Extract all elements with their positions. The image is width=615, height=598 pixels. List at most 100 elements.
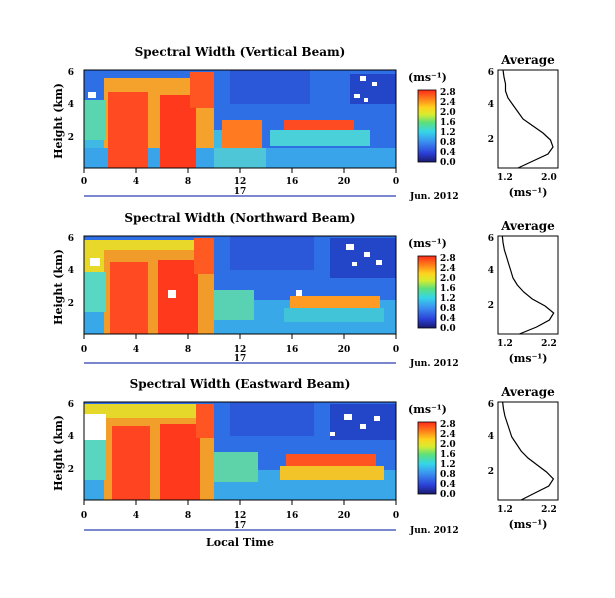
- x-tick-label: 4: [133, 511, 139, 521]
- x-tick-label: 8: [185, 511, 191, 521]
- colorbar-tick: 2.0: [440, 274, 456, 284]
- colorbar: [417, 421, 437, 495]
- colorbar-tick: 0.8: [440, 138, 456, 148]
- panel-eastward-beam: Spectral Width (Eastward Beam) Height (k…: [52, 377, 559, 549]
- colorbar-tick: 1.2: [440, 460, 456, 470]
- x-tick-label: 8: [185, 345, 191, 355]
- heatmap-field: [84, 402, 396, 500]
- average-profile-line: [502, 69, 554, 169]
- avg-x-label: (ms⁻¹): [509, 518, 548, 531]
- colorbar-unit: (ms⁻¹): [408, 237, 447, 250]
- colorbar-tick: 2.8: [440, 88, 456, 98]
- colorbar-tick: 2.8: [440, 254, 456, 264]
- x-tick-label: 0: [393, 511, 399, 521]
- avg-x-tick: 1.2: [497, 339, 513, 349]
- heatmap-field: [84, 70, 396, 168]
- avg-y-tick: 4: [488, 266, 494, 276]
- date-day: 17: [234, 521, 247, 531]
- average-title: Average: [500, 219, 555, 233]
- colorbar-tick: 1.6: [440, 450, 456, 460]
- y-tick-label: 6: [68, 400, 74, 410]
- avg-x-tick: 2.0: [541, 173, 557, 183]
- colorbar-tick: 0.8: [440, 470, 456, 480]
- colorbar-tick: 1.6: [440, 118, 456, 128]
- date-label: Jun. 2012: [409, 526, 459, 536]
- colorbar-tick: 1.2: [440, 294, 456, 304]
- colorbar-tick: 0.8: [440, 304, 456, 314]
- x-axis-ticks: [83, 334, 397, 339]
- avg-y-tick: 6: [488, 68, 494, 78]
- x-axis-label: Local Time: [206, 536, 274, 549]
- colorbar-tick: 2.8: [440, 420, 456, 430]
- date-label: Jun. 2012: [409, 359, 459, 369]
- average-profile-line: [501, 235, 555, 335]
- colorbar-tick: 2.0: [440, 440, 456, 450]
- colorbar-tick: 0.0: [440, 490, 456, 500]
- average-profile-line: [502, 401, 555, 501]
- y-tick-label: 2: [68, 465, 74, 475]
- colorbar-tick: 0.4: [440, 314, 456, 324]
- x-tick-label: 20: [338, 345, 351, 355]
- colorbar-tick: 0.0: [440, 324, 456, 334]
- colorbar-unit: (ms⁻¹): [408, 403, 447, 416]
- avg-y-tick: 2: [488, 135, 494, 145]
- colorbar-tick: 2.4: [440, 430, 456, 440]
- colorbar-tick: 2.4: [440, 264, 456, 274]
- average-title: Average: [500, 385, 555, 399]
- x-tick-label: 20: [338, 177, 351, 187]
- average-frame: [497, 235, 559, 335]
- y-axis-label: Height (km): [52, 83, 65, 159]
- x-tick-label: 16: [286, 345, 299, 355]
- y-axis-label: Height (km): [52, 415, 65, 491]
- date-label: Jun. 2012: [409, 192, 459, 202]
- avg-x-tick: 2.2: [541, 505, 557, 515]
- avg-x-tick: 1.2: [497, 505, 513, 515]
- x-tick-label: 20: [338, 511, 351, 521]
- y-tick-label: 6: [68, 234, 74, 244]
- x-tick-label: 0: [393, 345, 399, 355]
- date-day: 17: [234, 354, 247, 364]
- x-axis-ticks: [83, 168, 397, 173]
- y-axis-label: Height (km): [52, 249, 65, 325]
- x-axis-ticks: [83, 500, 397, 505]
- x-tick-label: 4: [133, 177, 139, 187]
- x-tick-label: 8: [185, 177, 191, 187]
- x-tick-label: 12: [234, 177, 247, 187]
- colorbar-tick: 1.6: [440, 284, 456, 294]
- average-title: Average: [500, 53, 555, 67]
- avg-y-tick: 6: [488, 234, 494, 244]
- average-frame: [497, 401, 559, 501]
- avg-x-label: (ms⁻¹): [509, 186, 548, 199]
- colorbar-tick: 0.0: [440, 158, 456, 168]
- x-tick-label: 4: [133, 345, 139, 355]
- x-tick-label: 16: [286, 177, 299, 187]
- panel-title: Spectral Width (Eastward Beam): [130, 377, 351, 391]
- avg-x-label: (ms⁻¹): [509, 352, 548, 365]
- panel-vertical-beam: Spectral Width (Vertical Beam) Height (k…: [52, 45, 559, 202]
- y-tick-label: 4: [68, 432, 74, 442]
- x-tick-label: 16: [286, 511, 299, 521]
- x-tick-label: 0: [393, 177, 399, 187]
- y-tick-label: 2: [68, 133, 74, 143]
- y-tick-label: 4: [68, 266, 74, 276]
- panel-northward-beam: Spectral Width (Northward Beam) Height (…: [52, 211, 559, 369]
- y-tick-label: 2: [68, 299, 74, 309]
- y-tick-label: 6: [68, 68, 74, 78]
- colorbar-tick: 0.4: [440, 148, 456, 158]
- x-tick-label: 12: [234, 345, 247, 355]
- panel-title: Spectral Width (Vertical Beam): [135, 45, 346, 59]
- colorbar-unit: (ms⁻¹): [408, 71, 447, 84]
- panel-title: Spectral Width (Northward Beam): [124, 211, 355, 225]
- colorbar-tick: 1.2: [440, 128, 456, 138]
- colorbar: [417, 89, 437, 163]
- avg-y-tick: 4: [488, 432, 494, 442]
- x-tick-label: 0: [81, 177, 87, 187]
- avg-y-tick: 2: [488, 301, 494, 311]
- average-frame: [497, 69, 559, 169]
- colorbar-tick: 2.0: [440, 108, 456, 118]
- x-tick-label: 0: [81, 511, 87, 521]
- avg-y-tick: 4: [488, 100, 494, 110]
- avg-x-tick: 2.2: [541, 339, 557, 349]
- avg-y-tick: 6: [488, 400, 494, 410]
